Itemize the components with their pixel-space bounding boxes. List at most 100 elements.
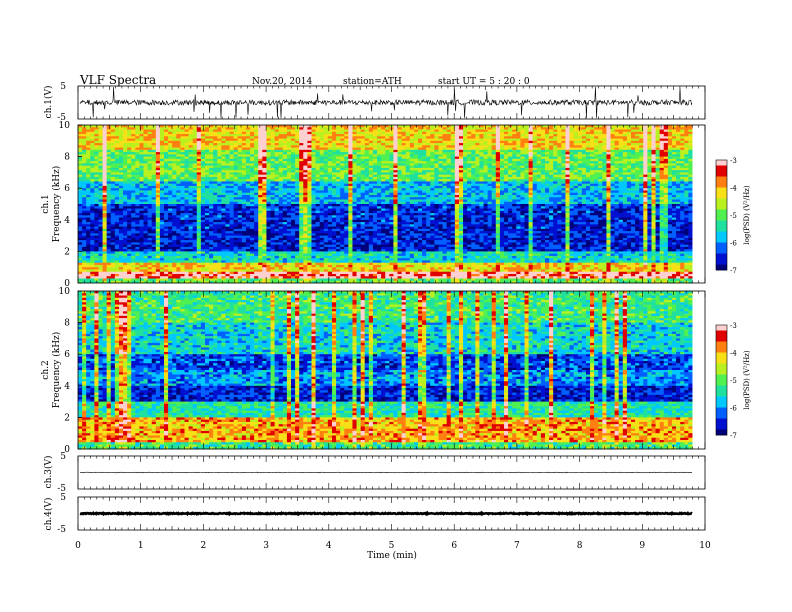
spectrogram-cell: [204, 172, 210, 176]
spectrogram-cell: [241, 217, 247, 221]
spectrogram-cell: [155, 217, 161, 221]
spectrogram-cell: [172, 204, 177, 207]
spectrogram-cell: [323, 125, 329, 128]
spectrogram-cell: [291, 156, 296, 160]
spectrogram-cell: [221, 161, 226, 164]
spectrogram-cell: [319, 204, 325, 207]
spectrogram-cell: [180, 190, 185, 194]
spectrogram-cell: [254, 233, 259, 236]
spectrogram-cell: [78, 260, 83, 264]
spectrogram-cell: [258, 181, 263, 185]
spectrogram-cell: [94, 264, 99, 268]
spectrogram-cell: [311, 269, 316, 273]
spectrogram-cell: [336, 136, 341, 139]
spectrogram-cell: [327, 165, 333, 169]
spectrogram-cell: [336, 176, 341, 180]
spectrogram-cell: [266, 129, 271, 133]
spectrogram-cell: [250, 140, 255, 144]
spectrogram-cell: [200, 267, 206, 270]
spectrogram-cell: [159, 244, 165, 248]
spectrogram-cell: [110, 260, 116, 264]
spectrogram-cell: [291, 147, 296, 151]
spectrogram-cell: [164, 260, 169, 264]
spectrogram-cell: [311, 231, 316, 234]
spectrogram-cell: [114, 253, 120, 257]
spectrogram-cell: [151, 253, 157, 257]
spectrogram-cell: [213, 127, 218, 130]
spectrogram-cell: [241, 210, 247, 214]
spectrogram-cell: [311, 165, 316, 169]
spectrogram-cell: [319, 280, 325, 284]
spectrogram-cell: [180, 233, 185, 236]
spectrogram-cell: [250, 208, 255, 212]
spectrogram-cell: [237, 156, 243, 160]
spectrogram-cell: [241, 152, 247, 155]
spectrogram-cell: [127, 149, 132, 153]
spectrogram-cell: [311, 213, 316, 216]
spectrogram-cell: [147, 246, 153, 250]
spectrogram-cell: [254, 158, 259, 162]
spectrogram-cell: [225, 154, 230, 157]
spectrogram-cell: [110, 165, 116, 169]
spectrogram-cell: [110, 273, 116, 277]
spectrogram-cell: [135, 240, 140, 243]
spectrogram-cell: [90, 237, 95, 241]
spectrogram-cell: [327, 129, 333, 133]
spectrogram-cell: [213, 161, 218, 164]
spectrogram-cell: [221, 156, 226, 160]
spectrogram-cell: [127, 273, 132, 277]
spectrogram-cell: [90, 204, 95, 207]
spectrogram-cell: [262, 226, 267, 230]
spectrogram-cell: [278, 242, 284, 246]
spectrogram-cell: [278, 237, 284, 241]
spectrogram-cell: [221, 235, 226, 239]
spectrogram-cell: [98, 249, 103, 252]
spectrogram-cell: [278, 215, 284, 218]
spectrogram-cell: [94, 170, 99, 173]
spectrogram-cell: [233, 176, 239, 180]
spectrogram-cell: [291, 267, 296, 270]
spectrogram-cell: [254, 154, 259, 157]
spectrogram-cell: [200, 165, 206, 169]
spectrogram-cell: [168, 185, 173, 189]
spectrogram-cell: [143, 237, 149, 241]
spectrogram-cell: [86, 260, 91, 264]
spectrogram-cell: [217, 149, 222, 153]
spectrogram-cell: [241, 138, 247, 142]
spectrogram-cell: [127, 237, 132, 241]
spectrogram-cell: [188, 244, 194, 248]
spectrogram-cell: [188, 228, 194, 232]
spectrogram-cell: [98, 237, 103, 241]
spectrogram-cell: [86, 149, 91, 153]
spectrogram-cell: [229, 172, 235, 176]
spectrogram-cell: [176, 138, 181, 142]
spectrogram-cell: [143, 179, 149, 182]
spectrogram-cell: [82, 240, 87, 243]
spectrogram-cell: [139, 255, 144, 259]
spectrogram-cell: [217, 233, 222, 236]
spectrogram-cell: [278, 170, 284, 173]
spectrogram-cell: [155, 235, 161, 239]
spectrogram-cell: [262, 154, 267, 157]
spectrogram-cell: [245, 136, 251, 139]
spectrogram-cell: [327, 152, 333, 155]
spectrogram-cell: [102, 156, 108, 160]
spectrogram-cell: [110, 235, 116, 239]
spectrogram-cell: [127, 208, 132, 212]
spectrogram-cell: [262, 208, 267, 212]
spectrogram-cell: [192, 213, 198, 216]
spectrogram-cell: [86, 276, 91, 279]
spectrogram-cell: [221, 219, 226, 223]
spectrogram-cell: [315, 181, 321, 185]
spectrogram-cell: [164, 201, 169, 205]
spectrogram-cell: [94, 183, 99, 187]
spectrogram-cell: [98, 152, 103, 155]
spectrogram-cell: [213, 188, 218, 191]
spectrogram-cell: [254, 246, 259, 250]
spectrogram-cell: [245, 134, 251, 137]
spectrogram-cell: [188, 240, 194, 243]
spectrogram-cell: [159, 260, 165, 264]
spectrogram-cell: [217, 138, 222, 142]
spectrogram-cell: [315, 237, 321, 241]
spectrogram-cell: [114, 183, 120, 187]
